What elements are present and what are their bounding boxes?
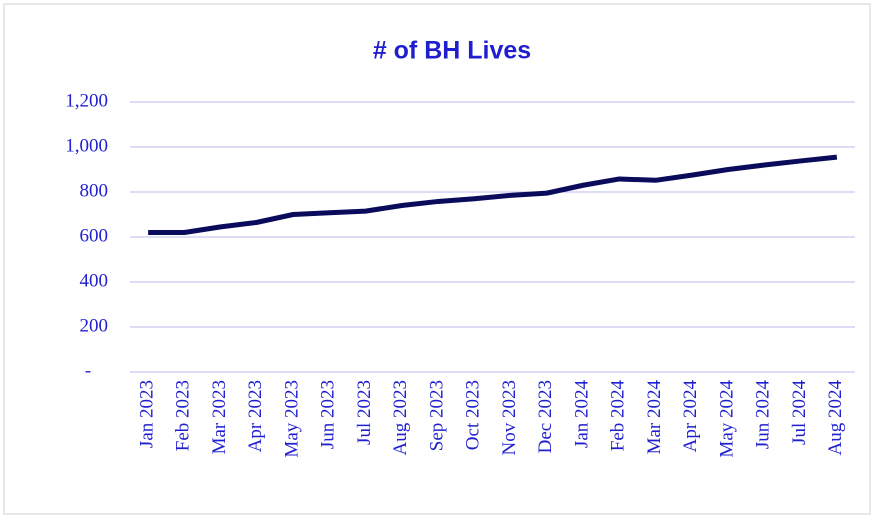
x-tick-label: Dec 2023 (535, 380, 556, 453)
y-tick-label: 1,000 (65, 135, 108, 156)
x-tick-label: Apr 2023 (245, 380, 266, 452)
x-tick-label: Aug 2024 (825, 380, 846, 456)
y-tick-label: 400 (80, 270, 109, 291)
y-tick-label: - (85, 360, 91, 381)
x-tick-label: May 2023 (281, 380, 302, 458)
x-tick-label: Aug 2023 (390, 380, 411, 455)
x-tick-label: Mar 2023 (209, 380, 230, 454)
x-tick-label: Sep 2023 (426, 380, 447, 451)
x-tick-label: Jun 2023 (318, 380, 339, 449)
y-tick-label: 1,200 (65, 90, 108, 111)
x-tick-label: May 2024 (716, 380, 737, 458)
x-tick-label: Feb 2023 (173, 380, 194, 451)
x-tick-label: Jul 2023 (354, 380, 375, 445)
x-tick-label: Jan 2023 (136, 380, 157, 448)
x-tick-label: Oct 2023 (463, 380, 484, 450)
chart-border (3, 3, 871, 515)
y-tick-label: 600 (80, 225, 109, 246)
y-tick-label: 800 (80, 180, 109, 201)
x-tick-label: Mar 2024 (644, 380, 665, 455)
x-tick-label: Nov 2023 (499, 380, 520, 455)
x-tick-label: Jul 2024 (789, 380, 810, 445)
x-tick-label: Jun 2024 (753, 380, 774, 450)
chart-title: # of BH Lives (373, 37, 531, 65)
x-tick-label: Jan 2024 (571, 380, 592, 449)
line (148, 154, 838, 235)
x-tick-label: Feb 2024 (608, 380, 629, 452)
x-tick-label: Apr 2024 (680, 380, 701, 453)
y-tick-label: 200 (80, 315, 109, 336)
